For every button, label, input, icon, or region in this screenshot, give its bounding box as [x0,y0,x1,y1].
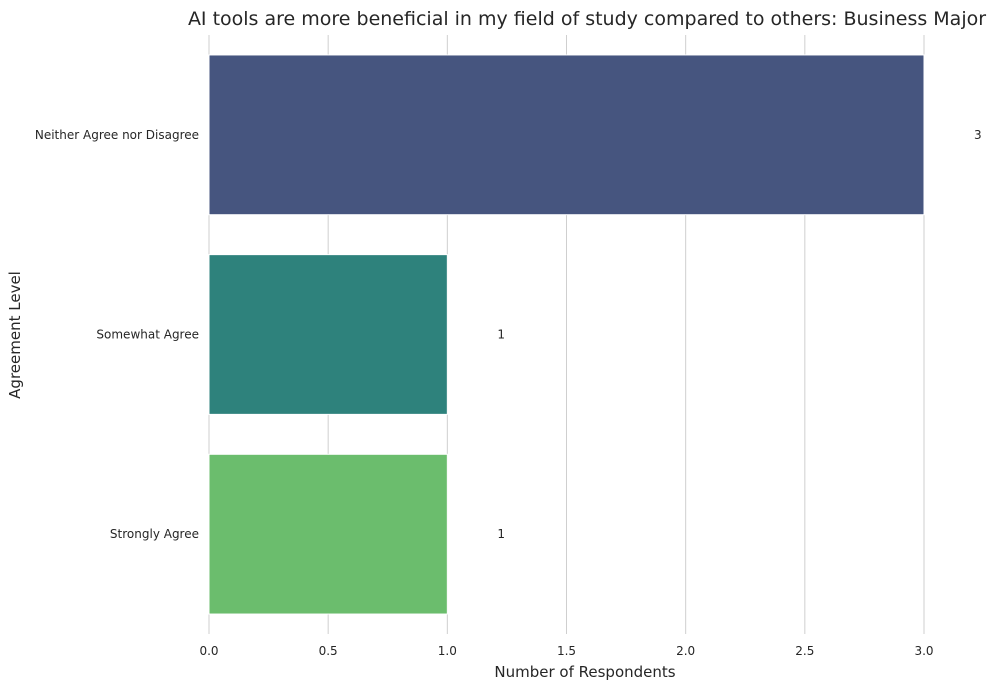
y-tick-labels: Neither Agree nor Disagree Somewhat Agree… [35,128,199,541]
data-labels: 3 1 1 [497,128,981,541]
x-tick-label: 2.5 [795,644,814,658]
bars [208,54,925,615]
x-tick-label: 0.0 [199,644,218,658]
data-label: 3 [974,128,982,142]
x-tick-label: 1.5 [557,644,576,658]
x-axis-label: Number of Respondents [494,663,675,681]
y-tick-label: Neither Agree nor Disagree [35,128,199,142]
y-tick-label: Strongly Agree [110,527,199,541]
x-tick-labels: 0.0 0.5 1.0 1.5 2.0 2.5 3.0 [199,644,933,658]
data-label: 1 [497,527,505,541]
y-tick-label: Somewhat Agree [96,328,199,342]
chart-title: AI tools are more beneficial in my field… [188,8,986,30]
bar [208,254,448,415]
x-tick-label: 1.0 [438,644,457,658]
x-tick-label: 2.0 [676,644,695,658]
x-tick-label: 0.5 [319,644,338,658]
bar [208,453,448,615]
data-label: 1 [497,328,505,342]
x-tick-label: 3.0 [914,644,933,658]
bar [208,54,925,216]
y-axis-label: Agreement Level [6,271,24,399]
